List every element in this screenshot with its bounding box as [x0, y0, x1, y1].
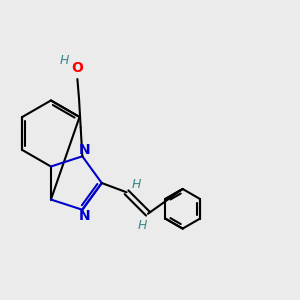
- Text: H: H: [137, 219, 147, 232]
- Text: O: O: [71, 61, 83, 75]
- Text: H: H: [59, 54, 69, 68]
- Text: N: N: [79, 209, 91, 223]
- Text: N: N: [79, 143, 91, 158]
- Text: H: H: [132, 178, 141, 190]
